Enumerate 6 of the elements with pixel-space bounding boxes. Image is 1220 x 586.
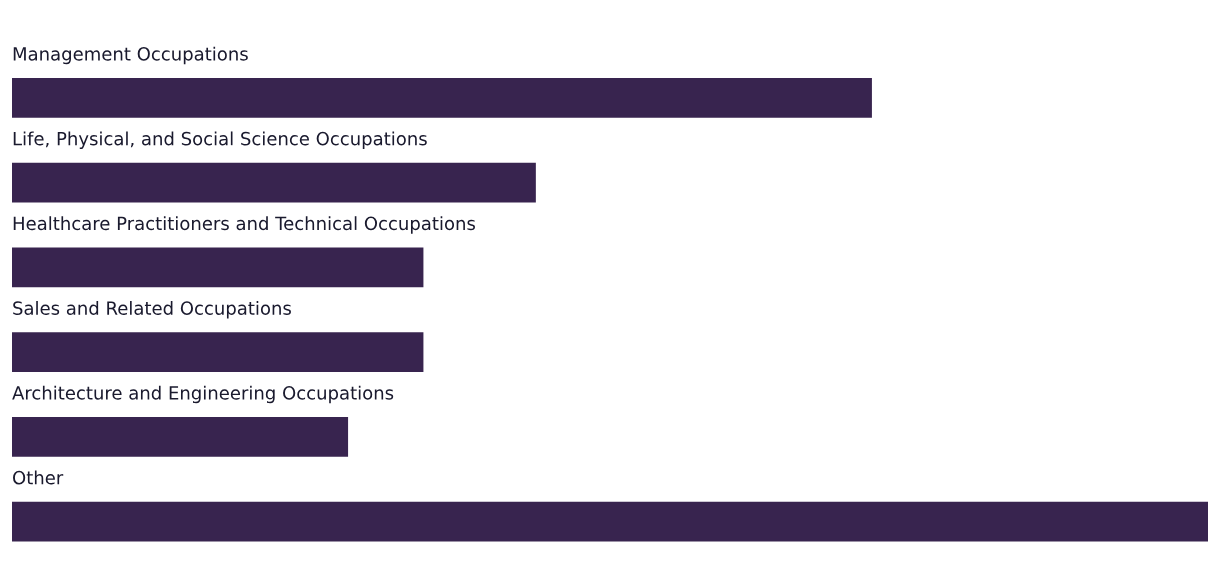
y-tick-label: Other — [13, 470, 64, 485]
y-tick-label: Life, Physical, and Social Science Occupations — [13, 131, 427, 149]
y-tick-label: Healthcare Practitioners and Technical Occupations — [13, 216, 475, 234]
y-tick-label: Sales and Related Occupations — [13, 300, 291, 319]
y-tick-label: Architecture and Engineering Occupations — [12, 385, 394, 404]
y-tick-label: Management Occupations — [13, 46, 248, 65]
